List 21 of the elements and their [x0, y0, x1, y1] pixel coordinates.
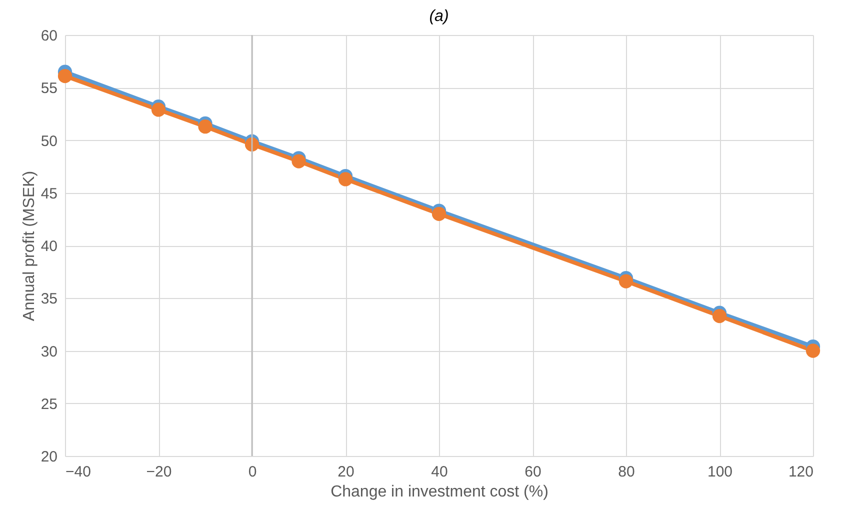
- y-tick-label: 50: [40, 132, 58, 150]
- x-tick-label: 0: [248, 464, 257, 480]
- y-tick-label: 30: [40, 343, 58, 360]
- y-tick-label: 45: [40, 185, 58, 202]
- x-tick-label: 60: [524, 464, 542, 480]
- y-tick-label: 60: [40, 28, 58, 44]
- x-tick-label: 20: [338, 464, 354, 480]
- x-tick-label: 40: [431, 464, 448, 480]
- y-tick-label: 55: [40, 80, 58, 98]
- x-tick-label: −20: [146, 464, 172, 480]
- x-tick-label: 80: [618, 464, 635, 480]
- y-tick-label: 35: [40, 290, 58, 308]
- x-tick-label: 120: [788, 464, 814, 480]
- x-axis-title: Change in investment cost (%): [330, 484, 548, 500]
- x-tick-label: 100: [707, 464, 733, 480]
- x-tick-label: −40: [66, 464, 91, 480]
- y-tick-label: 40: [40, 238, 58, 255]
- y-tick-label: 20: [40, 448, 58, 466]
- y-tick-label: 25: [40, 396, 58, 413]
- y-axis-title: Annual profit (MSEK): [20, 170, 38, 322]
- chart-title: (a): [429, 8, 449, 25]
